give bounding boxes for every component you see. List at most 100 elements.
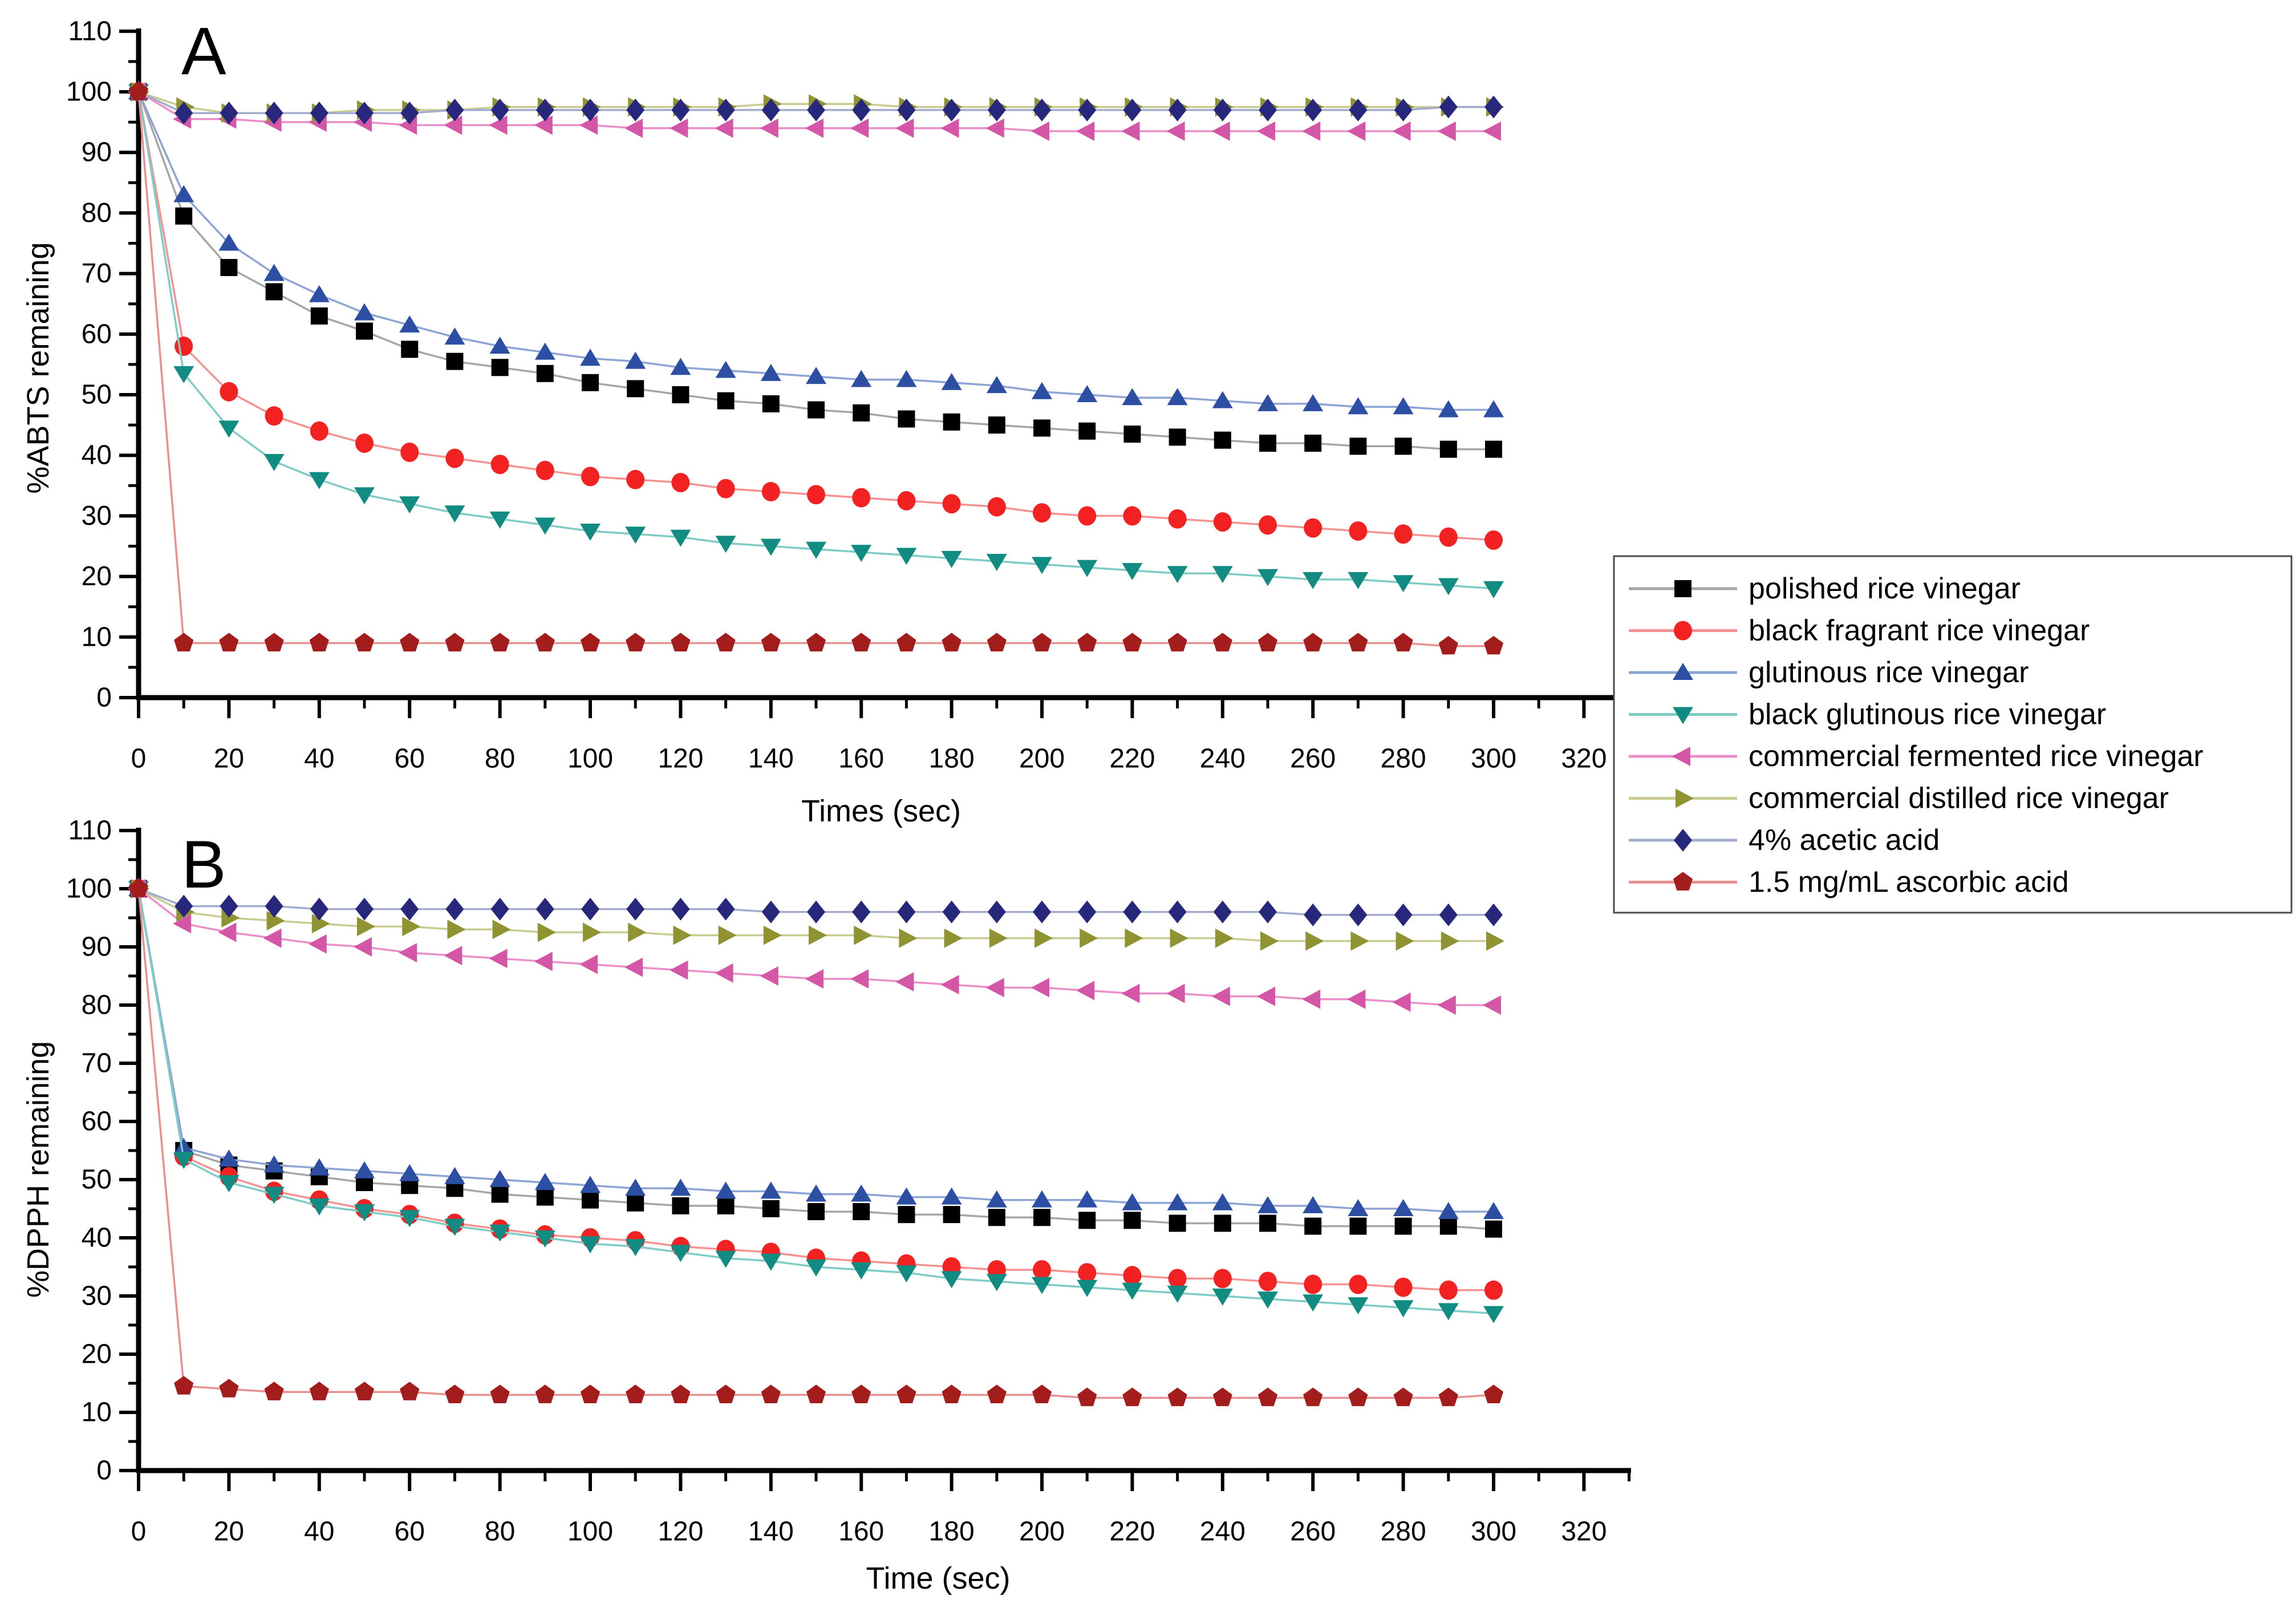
data-point-diamond <box>265 102 283 125</box>
series-line-black-fragrant-rice-vinegar <box>137 91 1494 541</box>
series-markers-black-fragrant-rice-vinegar <box>129 879 1503 1300</box>
x-tick-label: 260 <box>1290 744 1336 774</box>
data-point-triangle-left <box>1437 995 1456 1015</box>
data-point-triangle-up <box>218 233 240 251</box>
data-point-diamond <box>1123 98 1142 121</box>
data-point-triangle-up <box>1167 388 1188 406</box>
data-point-pentagon <box>626 633 646 651</box>
data-point-circle <box>1259 1271 1277 1291</box>
y-tick-label: 10 <box>82 622 112 652</box>
data-point-square <box>356 322 373 340</box>
data-point-pentagon <box>851 633 871 651</box>
data-point-square <box>672 1197 689 1214</box>
data-point-diamond <box>761 900 780 924</box>
data-point-triangle-down <box>1438 578 1459 596</box>
series-line-glutinous-rice-vinegar <box>137 91 1494 411</box>
data-point-square <box>1078 422 1096 440</box>
data-point-circle <box>1394 1277 1413 1297</box>
data-point-triangle-up <box>1122 1193 1143 1210</box>
x-tick-label: 120 <box>658 744 703 774</box>
y-tick-label: 20 <box>82 1339 112 1370</box>
data-point-pentagon <box>897 1384 916 1403</box>
data-point-triangle-down <box>309 472 330 489</box>
data-point-diamond <box>897 98 916 121</box>
data-point-triangle-left <box>534 951 553 971</box>
data-point-triangle-up <box>806 1184 826 1202</box>
data-point-triangle-right <box>311 914 330 934</box>
data-point-triangle-up <box>941 372 962 390</box>
data-point-triangle-left <box>1076 121 1095 141</box>
data-point-square <box>1674 580 1691 597</box>
data-point-triangle-left <box>850 118 869 138</box>
data-point-triangle-right <box>763 925 782 945</box>
data-point-pentagon <box>897 633 916 651</box>
data-point-triangle-up <box>1257 1196 1278 1213</box>
data-point-circle <box>310 421 328 441</box>
data-point-pentagon <box>1303 1387 1323 1407</box>
data-point-triangle-left <box>624 957 643 977</box>
data-point-triangle-down <box>896 548 917 565</box>
data-point-circle <box>1394 524 1413 544</box>
data-point-pentagon <box>309 1382 329 1400</box>
data-point-pentagon <box>490 1384 510 1403</box>
data-point-circle <box>671 472 690 492</box>
data-point-square <box>1214 431 1231 449</box>
data-point-triangle-up <box>489 1170 510 1187</box>
data-point-triangle-right <box>1676 788 1694 808</box>
data-point-circle <box>626 469 645 489</box>
data-point-pentagon <box>1483 1384 1504 1403</box>
data-point-pentagon <box>174 633 194 651</box>
data-point-triangle-down <box>851 1262 872 1280</box>
data-point-diamond <box>761 98 780 121</box>
data-point-square <box>1123 426 1141 443</box>
x-tick-label: 0 <box>131 744 147 774</box>
data-point-triangle-right <box>628 922 647 942</box>
data-point-triangle-left <box>1211 986 1230 1006</box>
data-point-diamond <box>400 102 419 125</box>
legend-label: 1.5 mg/mL ascorbic acid <box>1749 866 2069 899</box>
data-point-square <box>898 1206 915 1224</box>
y-tick-label: 0 <box>96 1456 112 1486</box>
data-point-square <box>717 1197 735 1214</box>
x-tick-label: 300 <box>1471 1517 1516 1547</box>
data-point-triangle-left <box>1076 981 1095 1001</box>
data-point-pentagon <box>851 1384 871 1403</box>
data-point-diamond <box>1213 98 1232 121</box>
data-point-triangle-right <box>1486 931 1504 951</box>
data-point-triangle-right <box>447 920 466 939</box>
data-point-triangle-up <box>1212 391 1233 408</box>
data-point-triangle-down <box>1673 707 1693 724</box>
x-tick-label: 60 <box>395 744 425 774</box>
data-point-triangle-down <box>354 487 375 505</box>
data-point-pentagon <box>806 1384 826 1403</box>
data-point-pentagon <box>1348 1387 1368 1407</box>
data-point-triangle-up <box>1077 385 1098 402</box>
data-point-triangle-up <box>851 1184 872 1202</box>
data-point-pentagon <box>1212 633 1232 651</box>
data-point-triangle-up <box>1438 400 1459 418</box>
data-point-triangle-down <box>1077 1279 1098 1297</box>
data-point-triangle-left <box>715 118 733 138</box>
data-point-square <box>1078 1212 1096 1229</box>
data-point-pentagon <box>264 633 284 651</box>
data-point-pentagon <box>309 633 329 651</box>
data-point-diamond <box>175 894 193 918</box>
data-point-pentagon <box>580 1384 601 1403</box>
data-point-triangle-down <box>1348 572 1369 589</box>
data-point-triangle-down <box>580 1236 601 1254</box>
legend-item-1-5-mg-ml-ascorbic-acid: 1.5 mg/mL ascorbic acid <box>1629 866 2069 899</box>
data-point-diamond <box>1304 98 1323 121</box>
data-point-diamond <box>1439 95 1458 119</box>
x-tick-label: 320 <box>1561 744 1607 774</box>
data-point-diamond <box>1033 98 1051 121</box>
data-point-triangle-down <box>354 1204 375 1222</box>
data-point-triangle-down <box>806 1259 826 1277</box>
data-point-triangle-up <box>1032 382 1052 399</box>
y-tick-label: 60 <box>82 319 112 349</box>
data-point-pentagon <box>354 633 375 651</box>
data-point-triangle-up <box>1393 397 1414 415</box>
data-point-diamond <box>536 98 554 121</box>
data-point-triangle-left <box>1483 121 1501 141</box>
data-point-triangle-left <box>579 954 598 974</box>
data-point-triangle-left <box>805 969 824 989</box>
